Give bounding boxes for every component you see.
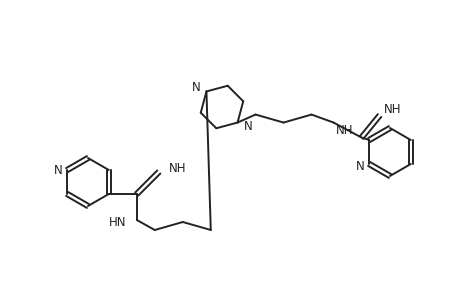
Text: N: N (191, 81, 200, 94)
Text: HN: HN (109, 215, 127, 229)
Text: NH: NH (383, 103, 400, 116)
Text: NH: NH (168, 161, 186, 175)
Text: N: N (243, 120, 252, 133)
Text: NH: NH (335, 124, 353, 137)
Text: N: N (53, 164, 62, 176)
Text: N: N (355, 160, 364, 172)
